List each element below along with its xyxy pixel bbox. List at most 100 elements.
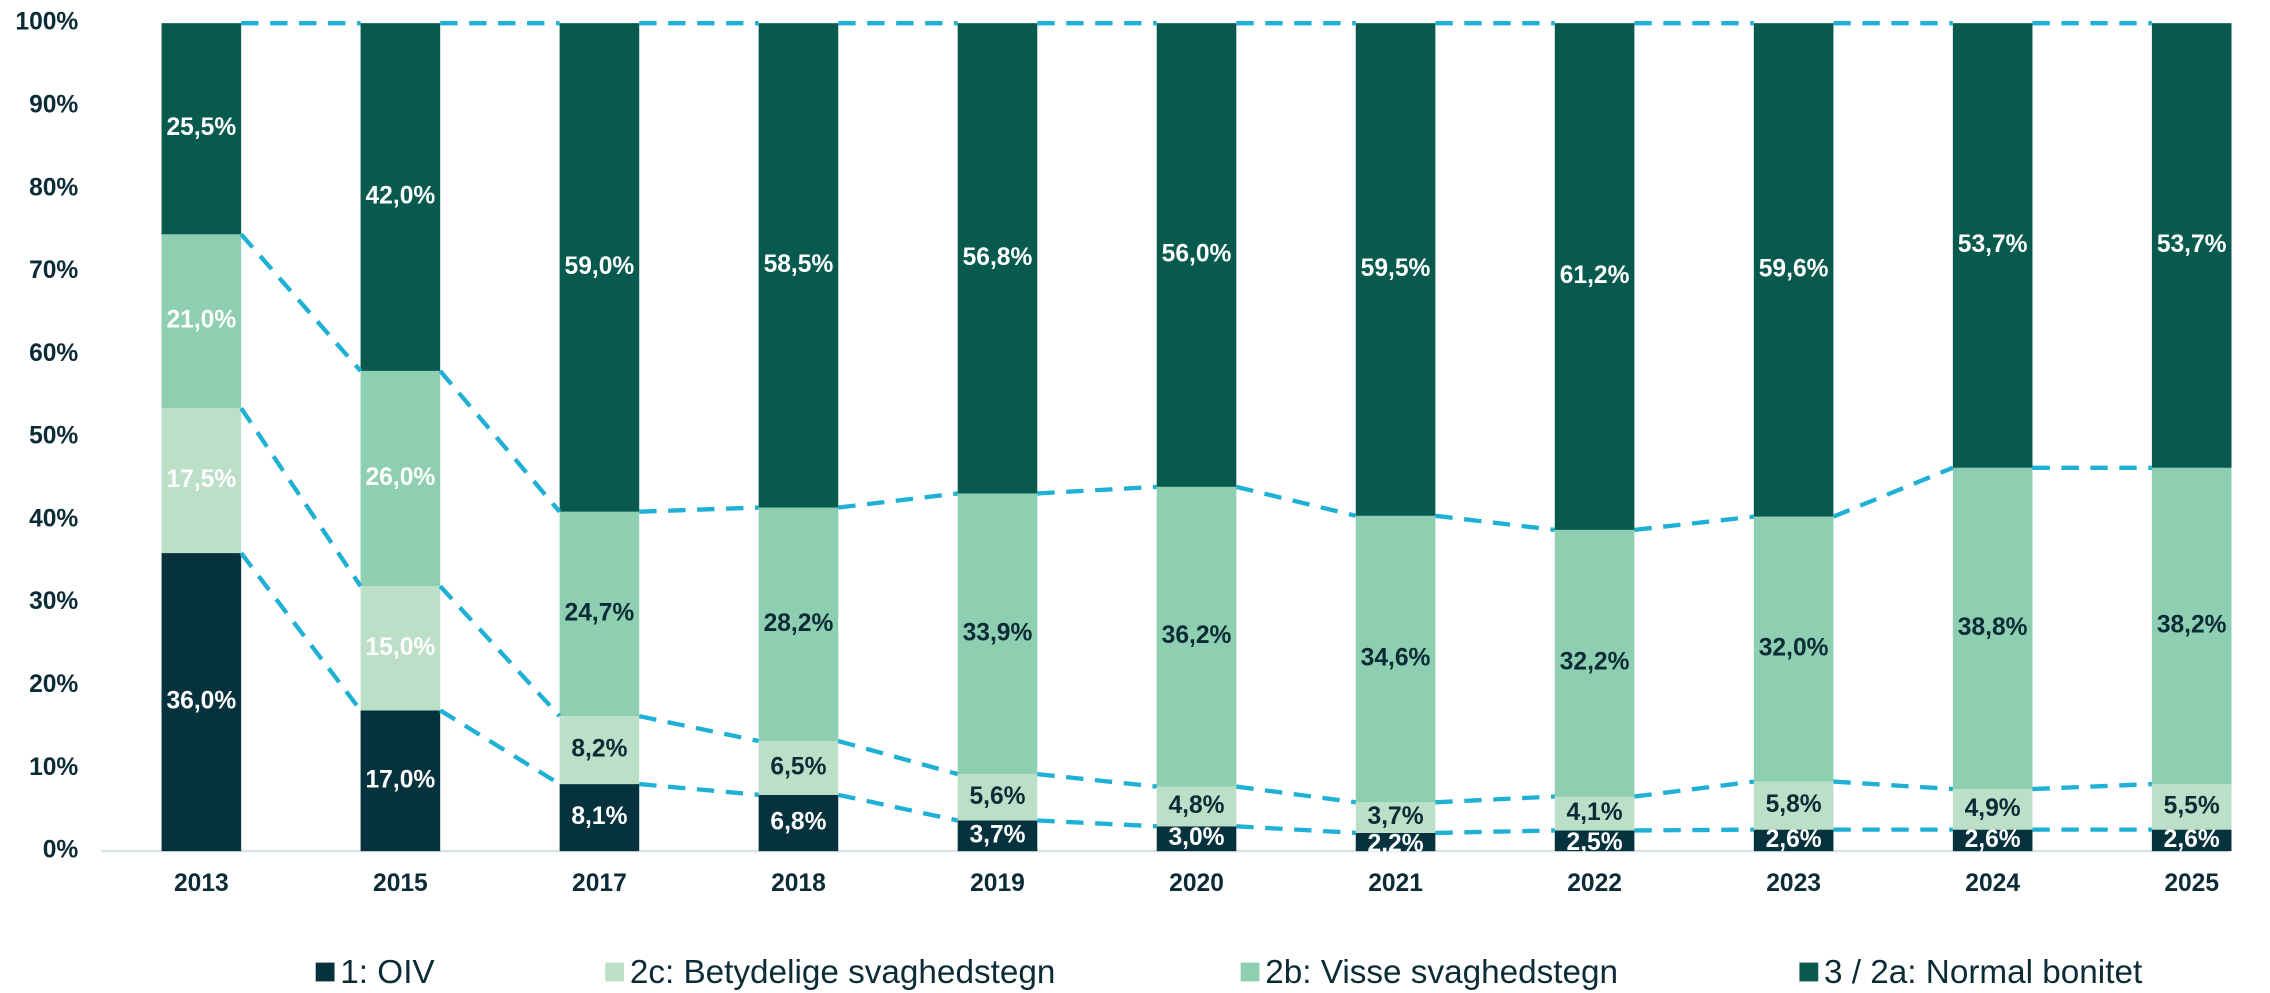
x-tick-label: 2013 — [174, 870, 229, 897]
value-label: 8,1% — [571, 803, 627, 830]
value-label: 32,0% — [1759, 635, 1829, 662]
value-label: 21,0% — [166, 307, 236, 334]
x-tick-label: 2019 — [970, 870, 1025, 897]
connector — [1833, 779, 1953, 792]
bar-segment — [161, 553, 242, 852]
value-label: 2,6% — [2164, 826, 2220, 853]
bar-segment — [1554, 830, 1635, 852]
value-label: 6,8% — [770, 808, 826, 835]
y-tick-label: 50% — [29, 423, 78, 450]
value-label: 56,0% — [1162, 240, 1232, 267]
value-label: 32,2% — [1560, 649, 1630, 676]
connector — [837, 738, 959, 777]
bar-segment — [1952, 789, 2033, 830]
legend-swatch — [1799, 962, 1819, 982]
connector — [837, 792, 959, 823]
y-tick-label: 90% — [29, 91, 78, 118]
bar-segment — [1554, 796, 1635, 831]
y-tick-label: 30% — [29, 588, 78, 615]
value-label: 3,7% — [1368, 803, 1424, 830]
bar-segment — [957, 493, 1038, 775]
bar-segment — [957, 23, 1038, 494]
value-label: 36,2% — [1162, 622, 1232, 649]
bar-segment — [2151, 23, 2232, 468]
bar-segment — [957, 774, 1038, 821]
value-label: 17,5% — [166, 466, 236, 493]
bar-segment — [1156, 23, 1237, 487]
bar-segment — [1952, 467, 2033, 790]
connector — [1634, 779, 1755, 799]
value-label: 36,0% — [166, 688, 236, 715]
connector — [1435, 513, 1556, 533]
value-label: 59,0% — [565, 253, 635, 280]
legend-swatch — [315, 962, 335, 982]
y-tick-label: 20% — [29, 671, 78, 698]
value-label: 6,5% — [770, 753, 826, 780]
value-label: 42,0% — [366, 183, 436, 210]
x-tick-label: 2017 — [572, 870, 627, 897]
legend-swatch — [605, 962, 625, 982]
bar-segment — [1355, 832, 1436, 852]
value-label: 5,5% — [2164, 792, 2220, 819]
connector — [1634, 514, 1755, 533]
value-label: 15,0% — [366, 634, 436, 661]
connector — [639, 505, 759, 514]
value-label: 38,8% — [1958, 614, 2028, 641]
value-label: 4,1% — [1567, 799, 1623, 826]
bar-segment — [1753, 829, 1834, 852]
connector — [1037, 818, 1157, 829]
bar-segment — [360, 23, 441, 371]
bar-segment — [559, 784, 640, 852]
value-label: 4,9% — [1965, 795, 2021, 822]
bar-segment — [1156, 486, 1237, 787]
value-label: 2,2% — [1368, 830, 1424, 857]
connector — [239, 406, 363, 588]
value-label: 8,2% — [571, 736, 627, 763]
connector — [1236, 784, 1357, 805]
connector — [1435, 828, 1555, 836]
value-label: 58,5% — [764, 251, 834, 278]
legend-swatch — [1240, 962, 1260, 982]
connector — [2032, 781, 2152, 792]
bar-segment — [758, 794, 839, 852]
y-tick-label: 100% — [15, 9, 78, 36]
value-label: 2,6% — [1766, 826, 1822, 853]
connector — [439, 708, 561, 786]
value-label: 26,0% — [366, 464, 436, 491]
legend-label: 1: OIV — [340, 954, 435, 991]
value-label: 2,5% — [1567, 829, 1623, 856]
connector — [1235, 484, 1357, 518]
bar-segment — [1753, 23, 1834, 517]
legend-label: 2b: Visse svaghedstegn — [1265, 954, 1618, 991]
value-label: 53,7% — [1958, 231, 2028, 258]
value-label: 38,2% — [2157, 611, 2227, 638]
bar-segment — [2151, 829, 2232, 852]
value-label: 59,6% — [1759, 255, 1829, 282]
bar-segment — [559, 511, 640, 717]
value-label: 53,7% — [2157, 231, 2227, 258]
connector — [1037, 771, 1157, 789]
bar-segment — [2151, 784, 2232, 830]
legend-label: 2c: Betydelige svaghedstegn — [630, 954, 1056, 991]
connector — [239, 551, 363, 712]
x-tick-label: 2020 — [1169, 870, 1224, 897]
legend-label: 3 / 2a: Normal bonitet — [1824, 954, 2142, 991]
connector — [838, 491, 958, 510]
value-label: 24,7% — [565, 599, 635, 626]
y-tick-label: 70% — [29, 257, 78, 284]
x-tick-label: 2018 — [771, 870, 826, 897]
bar-segment — [360, 370, 441, 587]
bar-segment — [1753, 781, 1834, 830]
bar-segment — [1355, 23, 1436, 516]
bar-segment — [360, 586, 441, 711]
connector — [438, 369, 562, 514]
bar-segment — [360, 710, 441, 852]
value-label: 28,2% — [764, 610, 834, 637]
value-label: 61,2% — [1560, 262, 1630, 289]
value-label: 3,7% — [969, 821, 1025, 848]
bar-segment — [1156, 826, 1237, 852]
value-label: 59,5% — [1361, 255, 1431, 282]
value-label: 17,0% — [366, 766, 436, 793]
